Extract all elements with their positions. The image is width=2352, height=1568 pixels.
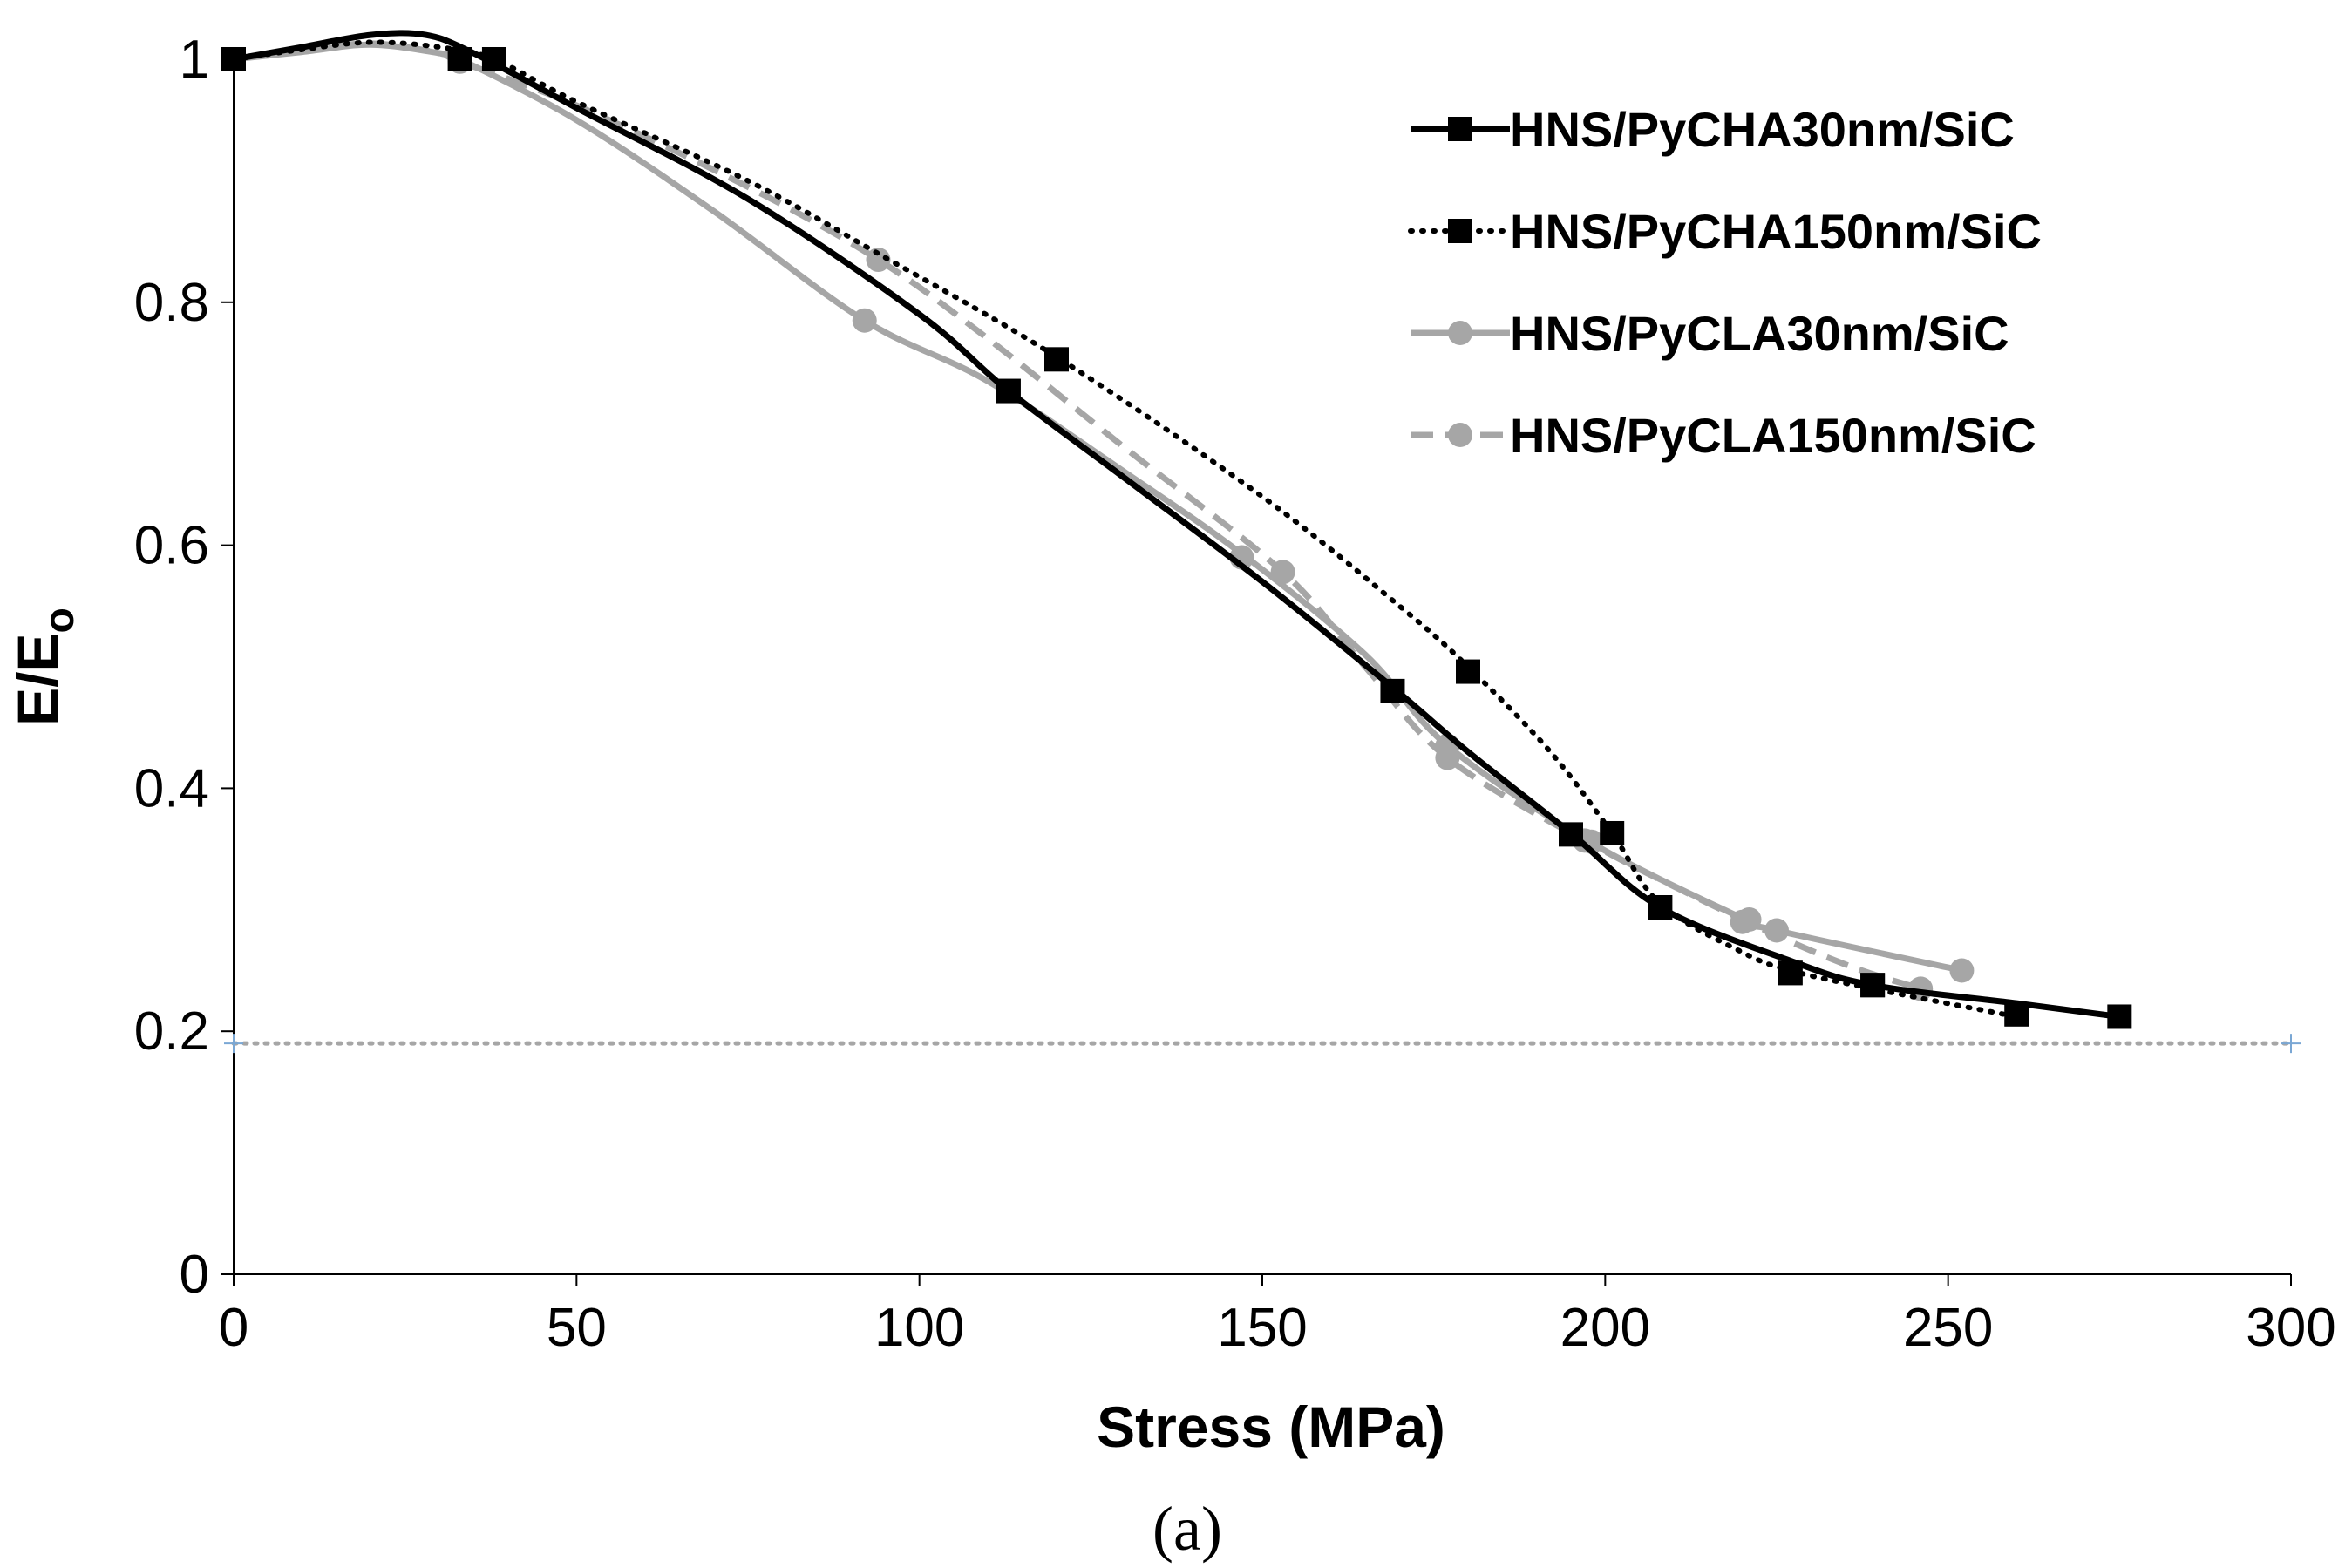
- legend-label: HNS/PyCHA30nm/SiC: [1510, 102, 2015, 157]
- x-tick-label: 100: [874, 1298, 964, 1358]
- legend: HNS/PyCHA30nm/SiC HNS/PyCHA150nm/SiC HNS/P…: [1408, 102, 2042, 463]
- legend-entry-hns-pycla150nm-sic: HNS/PyCLA150nm/SiC: [1411, 408, 2036, 463]
- legend-label: HNS/PyCLA150nm/SiC: [1510, 408, 2036, 463]
- y-tick-label: 0.6: [134, 516, 209, 576]
- data-point-hns-pycla150nm-sic: [1730, 909, 1755, 934]
- data-point-hns-pycha30nm-sic: [2107, 1004, 2132, 1029]
- y-axis-title-main: E/E: [5, 633, 70, 725]
- legend-entry-hns-pycha30nm-sic: HNS/PyCHA30nm/SiC: [1411, 102, 2015, 157]
- data-point-hns-pycha150nm-sic: [2004, 1001, 2029, 1027]
- reference-line-end-marker: [224, 1034, 243, 1054]
- legend-entry-hns-pycha150nm-sic: HNS/PyCHA150nm/SiC: [1408, 204, 2042, 259]
- x-tick-label: 50: [547, 1298, 607, 1358]
- y-tick-label: 1: [180, 30, 209, 90]
- legend-swatch-marker: [1448, 219, 1472, 243]
- series-hns-pycla150nm-sic: [221, 40, 1934, 1001]
- data-point-hns-pycha150nm-sic: [1860, 973, 1886, 998]
- series-hns-pycha30nm-sic: [221, 30, 2132, 1029]
- y-tick-label: 0.2: [134, 1001, 209, 1062]
- x-tick-label: 300: [2246, 1298, 2335, 1358]
- series-hns-pycla30nm-sic: [221, 41, 1975, 983]
- y-tick-label: 0: [180, 1245, 209, 1305]
- data-point-hns-pycha150nm-sic: [1456, 659, 1480, 684]
- data-point-hns-pycla150nm-sic: [866, 248, 891, 273]
- series-line-hns-pycha30nm-sic: [233, 30, 2120, 1020]
- data-point-hns-pycha150nm-sic: [1778, 960, 1803, 986]
- data-point-hns-pycha150nm-sic: [221, 47, 246, 71]
- data-point-hns-pycha30nm-sic: [996, 378, 1021, 404]
- data-point-hns-pycha150nm-sic: [481, 47, 506, 71]
- data-point-hns-pycha150nm-sic: [1044, 347, 1069, 372]
- legend-swatch-marker: [1448, 117, 1472, 141]
- series-line-hns-pycla150nm-sic: [233, 40, 1922, 992]
- x-axis-title: Stress (MPa): [1097, 1395, 1445, 1459]
- ticks: 0 50 100 150 200 250 300 0 0.2 0.4 0.6 0.8 1: [134, 30, 2336, 1358]
- y-tick-label: 0.8: [134, 273, 209, 333]
- x-tick-label: 250: [1903, 1298, 1993, 1358]
- y-tick-label: 0.4: [134, 758, 209, 818]
- reference-line-end-marker: [2281, 1034, 2301, 1054]
- data-point-hns-pycha30nm-sic: [1559, 822, 1583, 847]
- x-tick-label: 200: [1560, 1298, 1650, 1358]
- x-tick-label: 0: [219, 1298, 248, 1358]
- series-hns-pycha150nm-sic: [221, 39, 2029, 1027]
- legend-label: HNS/PyCLA30nm/SiC: [1510, 306, 2009, 361]
- data-point-hns-pycla30nm-sic: [852, 308, 877, 333]
- y-axis-title-subscript: o: [37, 608, 83, 633]
- figure-caption: (a): [1152, 1494, 1222, 1564]
- data-point-hns-pycla150nm-sic: [1270, 560, 1295, 585]
- data-point-hns-pycha30nm-sic: [1380, 678, 1405, 703]
- x-tick-label: 150: [1217, 1298, 1307, 1358]
- reference-line-layer: [224, 1034, 2301, 1054]
- series-line-hns-pycla30nm-sic: [233, 41, 1963, 974]
- series-layer: [221, 30, 2132, 1029]
- legend-entry-hns-pycla30nm-sic: HNS/PyCLA30nm/SiC: [1411, 306, 2009, 361]
- data-point-hns-pycha150nm-sic: [1600, 820, 1625, 845]
- series-line-hns-pycha150nm-sic: [231, 39, 2020, 1020]
- legend-label: HNS/PyCHA150nm/SiC: [1510, 204, 2042, 259]
- legend-swatch-marker: [1448, 423, 1472, 447]
- data-point-hns-pycla150nm-sic: [1435, 745, 1460, 770]
- legend-swatch-marker: [1448, 321, 1472, 345]
- data-point-hns-pycha150nm-sic: [1648, 895, 1673, 920]
- data-point-hns-pycla30nm-sic: [1949, 958, 1975, 983]
- y-axis-title: E/Eo: [5, 608, 83, 726]
